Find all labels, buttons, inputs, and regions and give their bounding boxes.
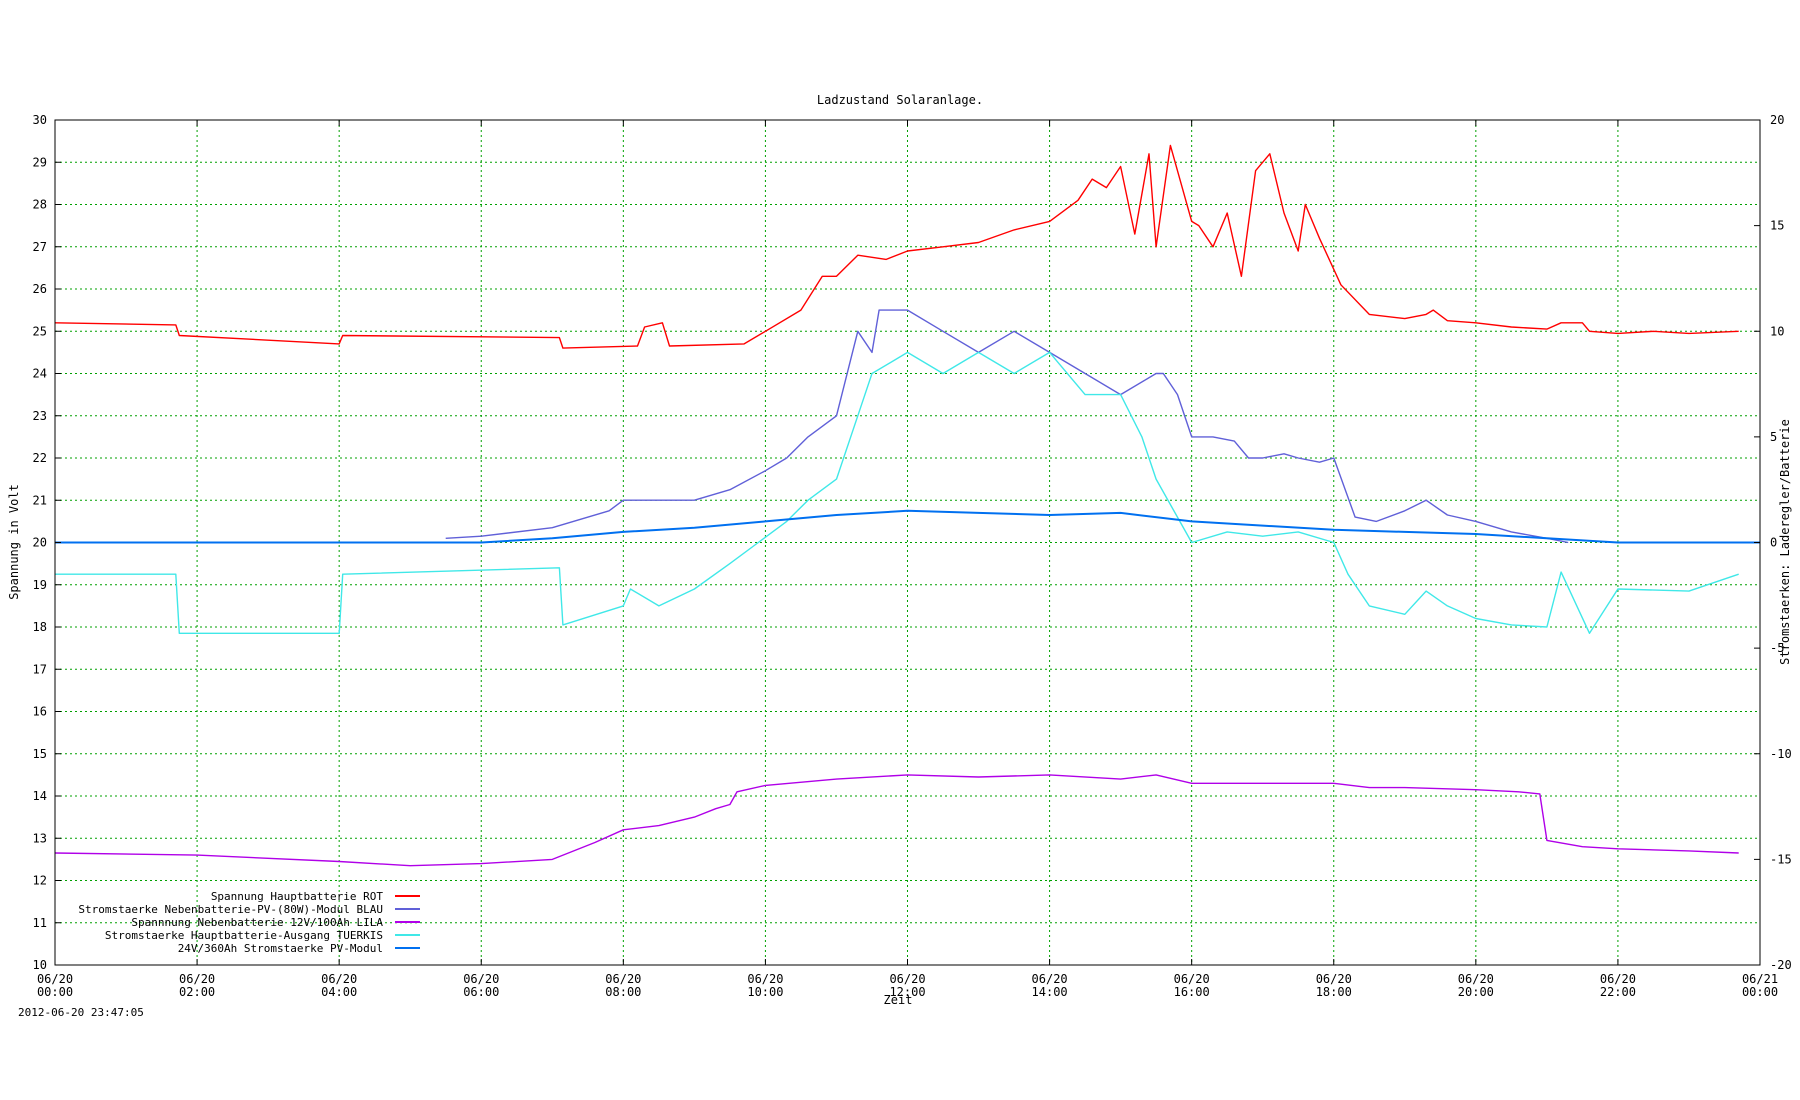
x-tick-label-date: 06/20 [179,972,215,986]
y-tick-label: 23 [33,409,47,423]
x-tick-label-date: 06/20 [37,972,73,986]
series-layer [54,144,1760,867]
x-axis-label: Zeit [884,993,913,1007]
y2-tick-label: 20 [1770,113,1784,127]
x-tick-label-date: 06/20 [1174,972,1210,986]
y-tick-label: 12 [33,874,47,888]
x-tick-label-date: 06/20 [889,972,925,986]
y-tick-label: 18 [33,620,47,634]
y-tick-label: 17 [33,662,47,676]
timestamp: 2012-06-20 23:47:05 [18,1006,144,1019]
axes: 06/2000:0006/2002:0006/2004:0006/2006:00… [33,113,1792,999]
y2-axis-label: Stromstaerken: Laderegler/Batterie [1778,419,1792,665]
legend-label: Stromstaerke Hauptbatterie-Ausgang TUERK… [105,929,383,942]
y-tick-label: 20 [33,536,47,550]
y2-tick-label: -20 [1770,958,1792,972]
y2-tick-label: 15 [1770,219,1784,233]
y-tick-label: 28 [33,198,47,212]
y-axis-label: Spannung in Volt [7,484,21,600]
series-line-3 [54,774,1739,867]
x-tick-label-time: 14:00 [1032,985,1068,999]
y2-tick-label: -15 [1770,852,1792,866]
x-tick-label-date: 06/20 [463,972,499,986]
y-tick-label: 21 [33,493,47,507]
series-line-1 [54,144,1739,349]
x-tick-label-date: 06/20 [1316,972,1352,986]
chart-title: Ladzustand Solaranlage. [817,93,983,107]
y-tick-label: 22 [33,451,47,465]
y-tick-label: 27 [33,240,47,254]
legend-label: Spannnung Nebenbatterie 12V/100Ah LILA [131,916,383,929]
y2-tick-label: -10 [1770,747,1792,761]
x-tick-label-time: 16:00 [1174,985,1210,999]
x-tick-label-time: 04:00 [321,985,357,999]
legend-label: 24V/360Ah Stromstaerke PV-Modul [178,942,383,955]
y-tick-label: 19 [33,578,47,592]
legend-label: Spannung Hauptbatterie ROT [211,890,384,903]
y2-tick-label: 0 [1770,536,1777,550]
x-tick-label-date: 06/20 [605,972,641,986]
x-tick-label-date: 06/21 [1742,972,1778,986]
series-line-4 [55,351,1739,634]
y-tick-label: 26 [33,282,47,296]
x-tick-label-time: 06:00 [463,985,499,999]
x-tick-label-time: 00:00 [1742,985,1778,999]
y-tick-label: 25 [33,324,47,338]
y-tick-label: 29 [33,155,47,169]
x-tick-label-date: 06/20 [1600,972,1636,986]
grid [55,120,1760,965]
y-tick-label: 16 [33,705,47,719]
x-tick-label-time: 20:00 [1458,985,1494,999]
y-tick-label: 24 [33,367,47,381]
x-tick-label-time: 12:00 [889,985,925,999]
x-tick-label-time: 02:00 [179,985,215,999]
x-tick-label-time: 00:00 [37,985,73,999]
x-tick-label-date: 06/20 [747,972,783,986]
series-line-2 [445,309,1569,544]
legend-label: Stromstaerke Nebenbatterie-PV-(80W)-Modu… [78,903,383,916]
x-tick-label-time: 22:00 [1600,985,1636,999]
y2-tick-label: 10 [1770,324,1784,338]
y2-tick-label: -5 [1770,641,1784,655]
x-tick-label-date: 06/20 [1458,972,1494,986]
y-tick-label: 30 [33,113,47,127]
x-tick-label-time: 10:00 [747,985,783,999]
y-tick-label: 15 [33,747,47,761]
x-tick-label-date: 06/20 [321,972,357,986]
series-line-5 [55,509,1760,544]
y2-tick-label: 5 [1770,430,1777,444]
x-tick-label-date: 06/20 [1032,972,1068,986]
x-tick-label-time: 08:00 [605,985,641,999]
y-tick-label: 13 [33,831,47,845]
y-tick-label: 11 [33,916,47,930]
y-tick-label: 10 [33,958,47,972]
x-tick-label-time: 18:00 [1316,985,1352,999]
y-tick-label: 14 [33,789,47,803]
